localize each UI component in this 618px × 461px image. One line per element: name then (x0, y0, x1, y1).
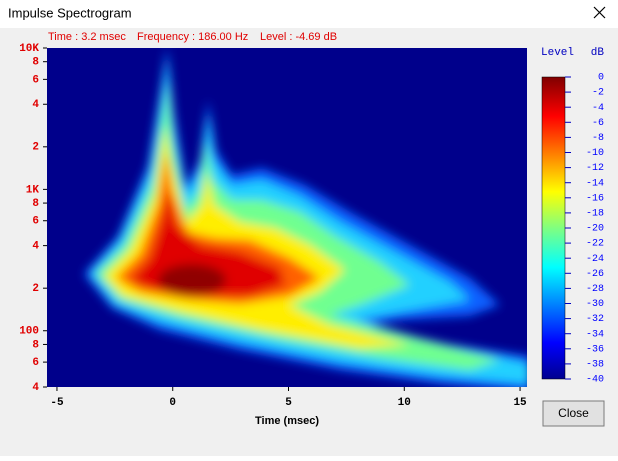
colorbar-tick-label: -18 (586, 209, 604, 220)
y-tick-label: 8 (32, 198, 39, 210)
y-tick-label: 2 (32, 283, 39, 295)
spectrogram (84, 48, 527, 387)
x-tick-label: 5 (285, 397, 292, 409)
colorbar-unit: dB (591, 47, 605, 59)
colorbar-tick-label: -10 (586, 148, 604, 159)
y-tick-label: 100 (19, 326, 39, 338)
colorbar-tick-label: -26 (586, 269, 604, 280)
colorbar-tick-label: -12 (586, 163, 604, 174)
y-tick-label: 1K (26, 184, 40, 196)
y-tick-label: 8 (32, 339, 39, 351)
status-frequency: Frequency : 186.00 Hz (137, 31, 248, 43)
colorbar-tick-label: -6 (592, 118, 604, 129)
colorbar-tick-label: -30 (586, 299, 604, 310)
y-tick-label: 8 (32, 57, 39, 69)
colorbar-tick-label: -34 (586, 329, 604, 340)
y-tick-label: 2 (32, 142, 39, 154)
y-tick-label: 4 (32, 99, 39, 111)
x-tick-label: 10 (398, 397, 411, 409)
close-button-frame[interactable] (542, 400, 605, 427)
y-tick-label: 10K (19, 43, 39, 55)
title-bar (0, 0, 618, 28)
x-tick-label: -5 (50, 397, 64, 409)
colorbar-title: Level (541, 47, 574, 59)
colorbar-tick-label: -22 (586, 239, 604, 250)
colorbar-tick-label: -24 (586, 254, 604, 265)
y-tick-label: 6 (32, 74, 39, 86)
colorbar-tick-label: -20 (586, 224, 604, 235)
close-button[interactable]: Close (542, 400, 605, 427)
colorbar (541, 76, 566, 380)
colorbar-tick-label: -32 (586, 314, 604, 325)
x-axis-label: Time (msec) (255, 415, 319, 427)
colorbar-tick-label: 0 (598, 73, 604, 84)
status-time: Time : 3.2 msec (48, 31, 126, 43)
close-button-label[interactable]: Close (558, 406, 589, 420)
colorbar-tick-label: -14 (586, 178, 604, 189)
x-tick-label: 15 (513, 397, 527, 409)
colorbar-tick-label: -8 (592, 133, 604, 144)
y-tick-label: 6 (32, 357, 39, 369)
colorbar-tick-label: -2 (592, 88, 604, 99)
colorbar-tick-label: -4 (592, 103, 604, 114)
close-x[interactable] (593, 6, 606, 19)
colorbar-tick-label: -40 (586, 375, 604, 386)
colorbar-tick-label: -38 (586, 360, 604, 371)
colorbar-tick-label: -36 (586, 344, 604, 355)
status-level: Level : -4.69 dB (260, 31, 337, 43)
y-tick-label: 4 (32, 241, 39, 253)
colorbar-tick-label: -28 (586, 284, 604, 295)
x-tick-label: 0 (169, 397, 176, 409)
y-tick-label: 4 (32, 382, 39, 394)
colorbar-tick-label: -16 (586, 193, 604, 204)
y-tick-label: 6 (32, 216, 39, 228)
window-title: Impulse Spectrogram (8, 5, 132, 20)
